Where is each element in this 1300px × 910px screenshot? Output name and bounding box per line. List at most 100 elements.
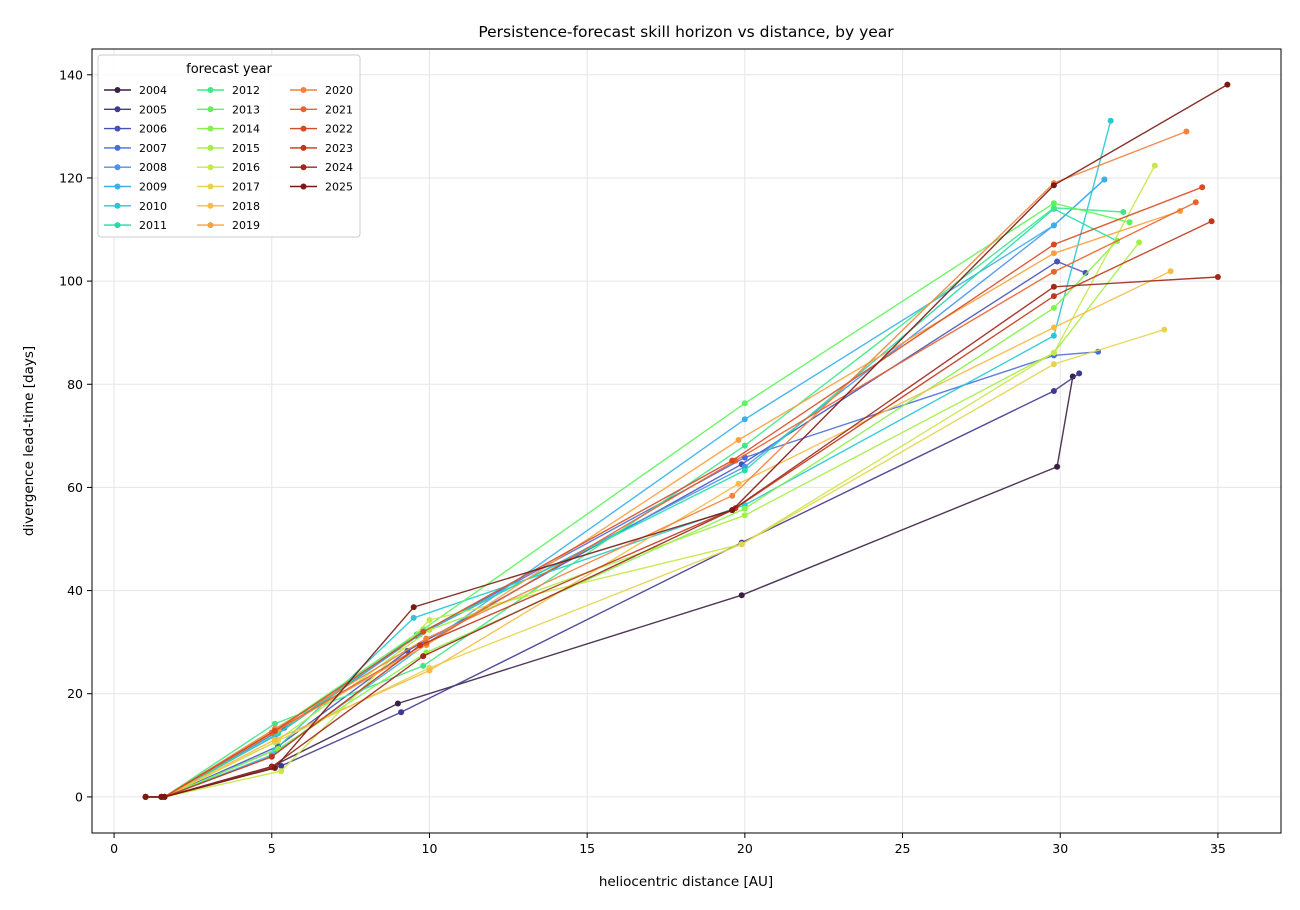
data-point	[738, 541, 745, 548]
data-point	[142, 793, 149, 800]
data-point	[1050, 241, 1057, 248]
data-point	[1126, 219, 1133, 226]
y-tick-label: 120	[59, 170, 83, 185]
y-axis-label: divergence lead-time [days]	[21, 346, 37, 536]
x-tick-label: 30	[1052, 841, 1068, 856]
legend-swatch-marker	[300, 164, 307, 171]
x-tick-label: 0	[110, 841, 118, 856]
legend-swatch-marker	[207, 125, 214, 132]
legend-swatch-marker	[114, 202, 121, 209]
legend-item: 2019	[197, 219, 260, 232]
data-point	[1050, 222, 1057, 229]
legend-swatch-marker	[300, 125, 307, 132]
grid	[92, 49, 1281, 833]
y-tick-label: 20	[67, 686, 83, 701]
data-point	[1050, 304, 1057, 311]
data-point	[1050, 182, 1057, 189]
legend-label: 2005	[139, 103, 167, 116]
data-point	[741, 512, 748, 519]
data-point	[1054, 258, 1061, 265]
x-tick-label: 15	[579, 841, 595, 856]
data-point	[1120, 209, 1127, 215]
x-tick-label: 5	[268, 841, 276, 856]
x-tick-label: 10	[422, 841, 438, 856]
data-point	[1107, 117, 1114, 124]
data-point	[271, 765, 278, 771]
legend-item: 2018	[197, 200, 260, 213]
legend-swatch-marker	[114, 164, 121, 171]
data-point	[1050, 293, 1057, 300]
legend-item: 2006	[104, 123, 167, 136]
data-point	[1050, 324, 1057, 331]
legend-swatch-marker	[300, 106, 307, 113]
data-point	[420, 653, 427, 660]
legend-item: 2024	[290, 161, 353, 174]
legend-label: 2025	[325, 181, 353, 194]
data-point	[420, 662, 427, 669]
x-tick-label: 35	[1210, 841, 1226, 856]
data-point	[1069, 373, 1076, 380]
legend-swatch-marker	[207, 144, 214, 151]
legend-item: 2005	[104, 103, 167, 116]
legend-item: 2007	[104, 142, 167, 155]
legend-label: 2018	[232, 200, 260, 213]
legend-item: 2017	[197, 181, 260, 194]
data-point	[1151, 162, 1158, 169]
legend-label: 2016	[232, 161, 260, 174]
data-point	[161, 793, 168, 800]
data-point	[1199, 184, 1206, 191]
legend-swatch-marker	[114, 144, 121, 151]
data-point	[738, 592, 745, 599]
data-point	[410, 614, 417, 621]
data-point	[268, 753, 275, 760]
data-point	[1136, 239, 1143, 246]
data-point	[1050, 361, 1057, 368]
legend-item: 2015	[197, 142, 260, 155]
legend-swatch-marker	[300, 87, 307, 93]
legend-swatch-marker	[207, 106, 214, 113]
legend-item: 2023	[290, 142, 353, 155]
legend-swatch-marker	[114, 87, 121, 93]
legend-item: 2004	[104, 84, 167, 97]
data-point	[741, 416, 748, 423]
data-point	[1050, 349, 1057, 356]
data-point	[729, 492, 736, 499]
legend-swatch-marker	[114, 125, 121, 132]
legend-swatch-marker	[114, 106, 121, 113]
legend-label: 2009	[139, 181, 167, 194]
y-tick-label: 40	[67, 583, 83, 598]
data-point	[426, 667, 433, 674]
data-point	[398, 709, 405, 716]
legend-label: 2010	[139, 200, 167, 213]
data-point	[1082, 269, 1089, 276]
legend-item: 2016	[197, 161, 260, 174]
data-point	[1214, 274, 1221, 280]
data-point	[1101, 176, 1108, 183]
legend-swatch-marker	[300, 183, 307, 190]
legend-label: 2008	[139, 161, 167, 174]
data-point	[741, 505, 748, 512]
legend-label: 2006	[139, 123, 167, 136]
data-point	[1050, 250, 1057, 257]
legend-item: 2011	[104, 219, 167, 232]
legend-label: 2017	[232, 181, 260, 194]
y-tick-label: 0	[75, 789, 83, 804]
legend-label: 2021	[325, 103, 353, 116]
data-point	[426, 626, 433, 633]
data-point	[1050, 204, 1057, 211]
legend-label: 2004	[139, 84, 167, 97]
data-point	[1050, 200, 1057, 207]
data-point	[1161, 326, 1168, 333]
data-point	[735, 480, 742, 487]
data-point	[1054, 463, 1061, 470]
legend-item: 2009	[104, 181, 167, 194]
data-point	[420, 628, 427, 635]
legend-item: 2020	[290, 84, 353, 97]
legend-swatch-marker	[114, 222, 121, 229]
y-tick-label: 140	[59, 67, 83, 82]
legend-label: 2019	[232, 219, 260, 232]
legend-title: forecast year	[186, 62, 272, 77]
legend-item: 2013	[197, 103, 260, 116]
